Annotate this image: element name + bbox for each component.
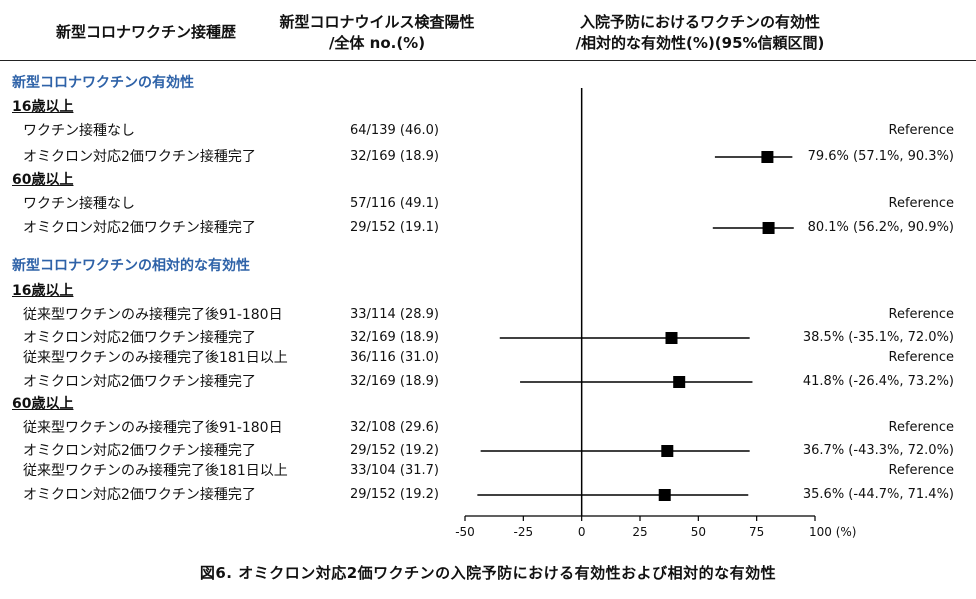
section-label: 新型コロナワクチンの有効性 — [12, 75, 194, 91]
effect-estimate-text: Reference — [888, 307, 954, 322]
x-tick-label: 50 — [691, 525, 706, 539]
table-row: オミクロン対応2価ワクチン接種完了 32/169 (18.9) 41.8% (-26… — [0, 372, 976, 392]
estimate-marker — [665, 332, 678, 344]
table-row: ワクチン接種なし 64/139 (46.0) Reference — [0, 121, 976, 141]
effect-estimate-text: 41.8% (-26.4%, 73.2%) — [802, 374, 954, 389]
row-label: 従来型ワクチンのみ接種完了後91-180日 — [23, 420, 283, 436]
header-divider — [0, 60, 976, 61]
positive-count: 32/169 (18.9) — [350, 330, 439, 345]
row-label: オミクロン対応2価ワクチン接種完了 — [23, 220, 256, 236]
estimate-marker — [661, 445, 674, 457]
subgroup-label: 60歳以上 — [12, 396, 74, 412]
effect-estimate-text: 38.5% (-35.1%, 72.0%) — [802, 330, 954, 345]
header-effectiveness-line2: /相対的な有効性(%)(95%信頼区間) — [575, 34, 825, 52]
table-row: オミクロン対応2価ワクチン接種完了 32/169 (18.9) 79.6% (57.… — [0, 147, 976, 167]
positive-count: 33/114 (28.9) — [350, 307, 439, 322]
table-row: オミクロン対応2価ワクチン接種完了 29/152 (19.2) 35.6% (-44… — [0, 485, 976, 505]
subgroup-label: 16歳以上 — [12, 99, 74, 115]
subgroup-label: 60歳以上 — [12, 172, 74, 188]
header-vaccination-history-text: 新型コロナワクチン接種歴 — [55, 23, 236, 41]
row-label: オミクロン対応2価ワクチン接種完了 — [23, 487, 256, 503]
estimate-marker — [761, 151, 774, 163]
table-row: オミクロン対応2価ワクチン接種完了 29/152 (19.1) 80.1% (56.… — [0, 218, 976, 238]
figure-caption: 図6. オミクロン対応2価ワクチンの入院予防における有効性および相対的な有効性 — [199, 564, 777, 582]
header-positive-test-line2: /全体 no.(%) — [328, 34, 426, 52]
positive-count: 64/139 (46.0) — [350, 123, 439, 138]
row-label: 従来型ワクチンのみ接種完了後181日以上 — [23, 350, 288, 366]
table-row: ワクチン接種なし 57/116 (49.1) Reference — [0, 194, 976, 214]
positive-count: 32/108 (29.6) — [350, 420, 439, 435]
effect-estimate-text: 36.7% (-43.3%, 72.0%) — [802, 443, 954, 458]
subgroup-heading: 60歳以上 — [0, 170, 976, 190]
positive-count: 36/116 (31.0) — [350, 350, 439, 365]
x-tick-label: 25 — [632, 525, 647, 539]
estimate-marker — [762, 222, 775, 234]
row-label: ワクチン接種なし — [23, 123, 135, 139]
row-label: オミクロン対応2価ワクチン接種完了 — [23, 330, 256, 346]
effect-estimate-text: Reference — [888, 420, 954, 435]
subgroup-label: 16歳以上 — [12, 283, 74, 299]
positive-count: 57/116 (49.1) — [350, 196, 439, 211]
header-vaccination-history: 新型コロナワクチン接種歴 — [30, 22, 262, 43]
positive-count: 33/104 (31.7) — [350, 463, 439, 478]
header-positive-test: 新型コロナウイルス検査陽性 /全体 no.(%) — [262, 12, 492, 54]
row-label: 従来型ワクチンのみ接種完了後91-180日 — [23, 307, 283, 323]
effect-estimate-text: Reference — [888, 123, 954, 138]
positive-count: 29/152 (19.1) — [350, 220, 439, 235]
row-label: オミクロン対応2価ワクチン接種完了 — [23, 374, 256, 390]
section-heading: 新型コロナワクチンの有効性 — [0, 73, 976, 93]
positive-count: 32/169 (18.9) — [350, 374, 439, 389]
table-row: 従来型ワクチンのみ接種完了後181日以上 33/104 (31.7) Referen… — [0, 461, 976, 481]
header-positive-test-line1: 新型コロナウイルス検査陽性 — [279, 13, 475, 31]
subgroup-heading: 60歳以上 — [0, 394, 976, 414]
header-effectiveness-line1: 入院予防におけるワクチンの有効性 — [579, 13, 820, 31]
x-tick-label: -50 — [455, 525, 475, 539]
table-row: 従来型ワクチンのみ接種完了後181日以上 36/116 (31.0) Referen… — [0, 348, 976, 368]
x-tick-label: 100 (%) — [809, 525, 856, 539]
positive-count: 29/152 (19.2) — [350, 443, 439, 458]
effect-estimate-text: Reference — [888, 196, 954, 211]
row-label: 従来型ワクチンのみ接種完了後181日以上 — [23, 463, 288, 479]
subgroup-heading: 16歳以上 — [0, 97, 976, 117]
x-tick-label: 0 — [578, 525, 586, 539]
section-heading: 新型コロナワクチンの相対的な有効性 — [0, 256, 976, 276]
effect-estimate-text: Reference — [888, 350, 954, 365]
table-row: 従来型ワクチンのみ接種完了後91-180日 33/114 (28.9) Refere… — [0, 305, 976, 325]
table-row: オミクロン対応2価ワクチン接種完了 32/169 (18.9) 38.5% (-35… — [0, 328, 976, 348]
row-label: オミクロン対応2価ワクチン接種完了 — [23, 443, 256, 459]
estimate-marker — [658, 489, 671, 501]
row-label: オミクロン対応2価ワクチン接種完了 — [23, 149, 256, 165]
section-label: 新型コロナワクチンの相対的な有効性 — [12, 258, 250, 274]
header-effectiveness: 入院予防におけるワクチンの有効性 /相対的な有効性(%)(95%信頼区間) — [540, 12, 860, 54]
table-row: 従来型ワクチンのみ接種完了後91-180日 32/108 (29.6) Refere… — [0, 418, 976, 438]
x-tick-label: 75 — [749, 525, 764, 539]
table-row: オミクロン対応2価ワクチン接種完了 29/152 (19.2) 36.7% (-43… — [0, 441, 976, 461]
x-tick-label: -25 — [514, 525, 534, 539]
positive-count: 32/169 (18.9) — [350, 149, 439, 164]
effect-estimate-text: Reference — [888, 463, 954, 478]
effect-estimate-text: 35.6% (-44.7%, 71.4%) — [802, 487, 954, 502]
estimate-marker — [673, 376, 686, 388]
effect-estimate-text: 79.6% (57.1%, 90.3%) — [807, 149, 954, 164]
row-label: ワクチン接種なし — [23, 196, 135, 212]
effect-estimate-text: 80.1% (56.2%, 90.9%) — [807, 220, 954, 235]
positive-count: 29/152 (19.2) — [350, 487, 439, 502]
subgroup-heading: 16歳以上 — [0, 281, 976, 301]
